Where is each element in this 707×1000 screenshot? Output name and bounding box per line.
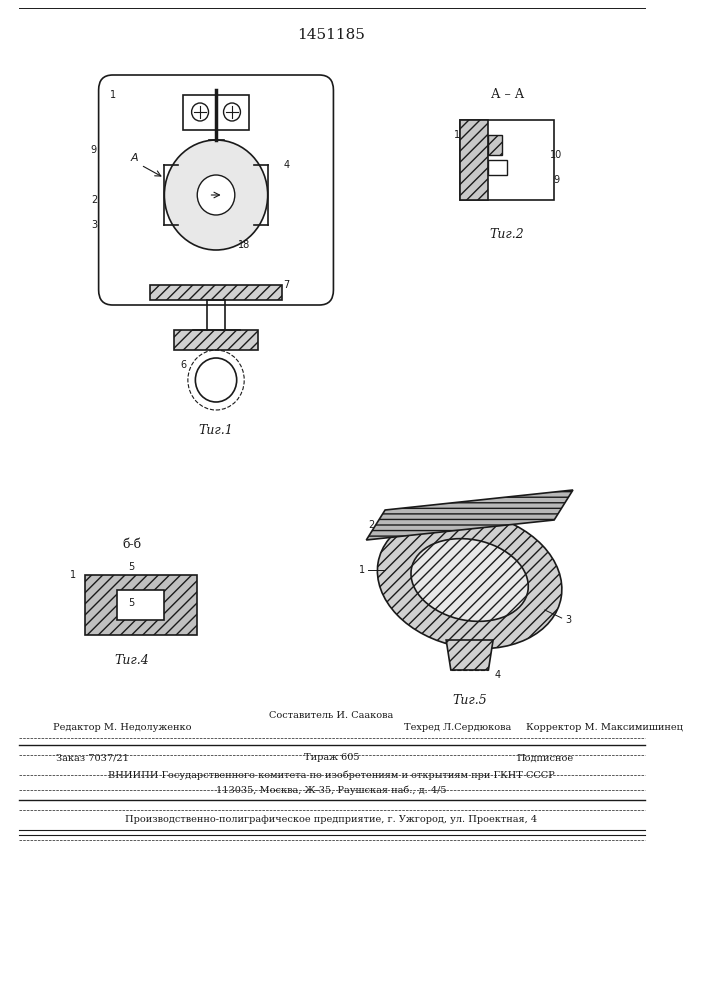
Bar [151, 285, 282, 300]
Text: 7: 7 [284, 280, 290, 290]
Text: 5: 5 [129, 562, 134, 572]
Text: 1451185: 1451185 [298, 28, 366, 42]
Text: 10: 10 [550, 150, 562, 160]
FancyBboxPatch shape [98, 75, 334, 305]
Text: Τиг.1: Τиг.1 [199, 424, 233, 436]
Text: Заказ 7037/21: Заказ 7037/21 [57, 754, 129, 762]
Text: б-б: б-б [122, 538, 141, 552]
Text: 6: 6 [180, 360, 186, 370]
Text: ВНИИПИ Государственного комитета по изобретениям и открытиям при ГКНТ СССР: ВНИИПИ Государственного комитета по изоб… [108, 770, 555, 780]
Ellipse shape [378, 511, 562, 649]
Text: 3: 3 [91, 220, 97, 230]
Circle shape [195, 358, 237, 402]
Text: Τиг.5: Τиг.5 [452, 694, 487, 706]
Circle shape [164, 140, 268, 250]
Bar [460, 120, 554, 200]
Text: 1: 1 [70, 570, 76, 580]
Text: А – А: А – А [491, 89, 524, 102]
Bar [489, 160, 507, 175]
Ellipse shape [411, 539, 528, 621]
Bar [85, 575, 197, 635]
Text: Составитель И. Саакова: Составитель И. Саакова [269, 710, 394, 720]
Bar [489, 135, 503, 155]
Text: 4: 4 [495, 670, 501, 680]
Text: 9: 9 [91, 145, 97, 155]
Text: 5: 5 [129, 598, 134, 608]
Text: Корректор М. Максимишинец: Корректор М. Максимишинец [526, 724, 683, 732]
Polygon shape [366, 490, 573, 540]
Text: 1: 1 [110, 90, 116, 100]
Bar [183, 95, 249, 130]
Text: Τиг.2: Τиг.2 [490, 229, 525, 241]
Circle shape [223, 103, 240, 121]
Text: 2: 2 [90, 195, 97, 205]
Circle shape [192, 103, 209, 121]
Text: 4: 4 [284, 160, 290, 170]
Bar [460, 120, 489, 200]
Text: Подписное: Подписное [516, 754, 573, 762]
Text: 1: 1 [455, 130, 460, 140]
Text: 1: 1 [358, 565, 365, 575]
Text: A: A [131, 153, 138, 163]
Text: Τиг.4: Τиг.4 [114, 654, 149, 666]
Text: Производственно-полиграфическое предприятие, г. Ужгород, ул. Проектная, 4: Производственно-полиграфическое предприя… [126, 816, 537, 824]
Bar [174, 330, 258, 350]
Text: Техред Л.Сердюкова: Техред Л.Сердюкова [404, 724, 511, 732]
Text: 9: 9 [553, 175, 559, 185]
Text: Тираж 605: Тираж 605 [304, 754, 359, 762]
Circle shape [197, 175, 235, 215]
Polygon shape [446, 640, 493, 670]
Text: 113035, Москва, Ж-35, Раушская наб., д. 4/5: 113035, Москва, Ж-35, Раушская наб., д. … [216, 785, 447, 795]
Text: Редактор М. Недолуженко: Редактор М. Недолуженко [53, 724, 192, 732]
Text: 18: 18 [238, 240, 250, 250]
Text: 2: 2 [368, 520, 374, 530]
Text: 3: 3 [565, 615, 571, 625]
Bar [117, 590, 164, 620]
